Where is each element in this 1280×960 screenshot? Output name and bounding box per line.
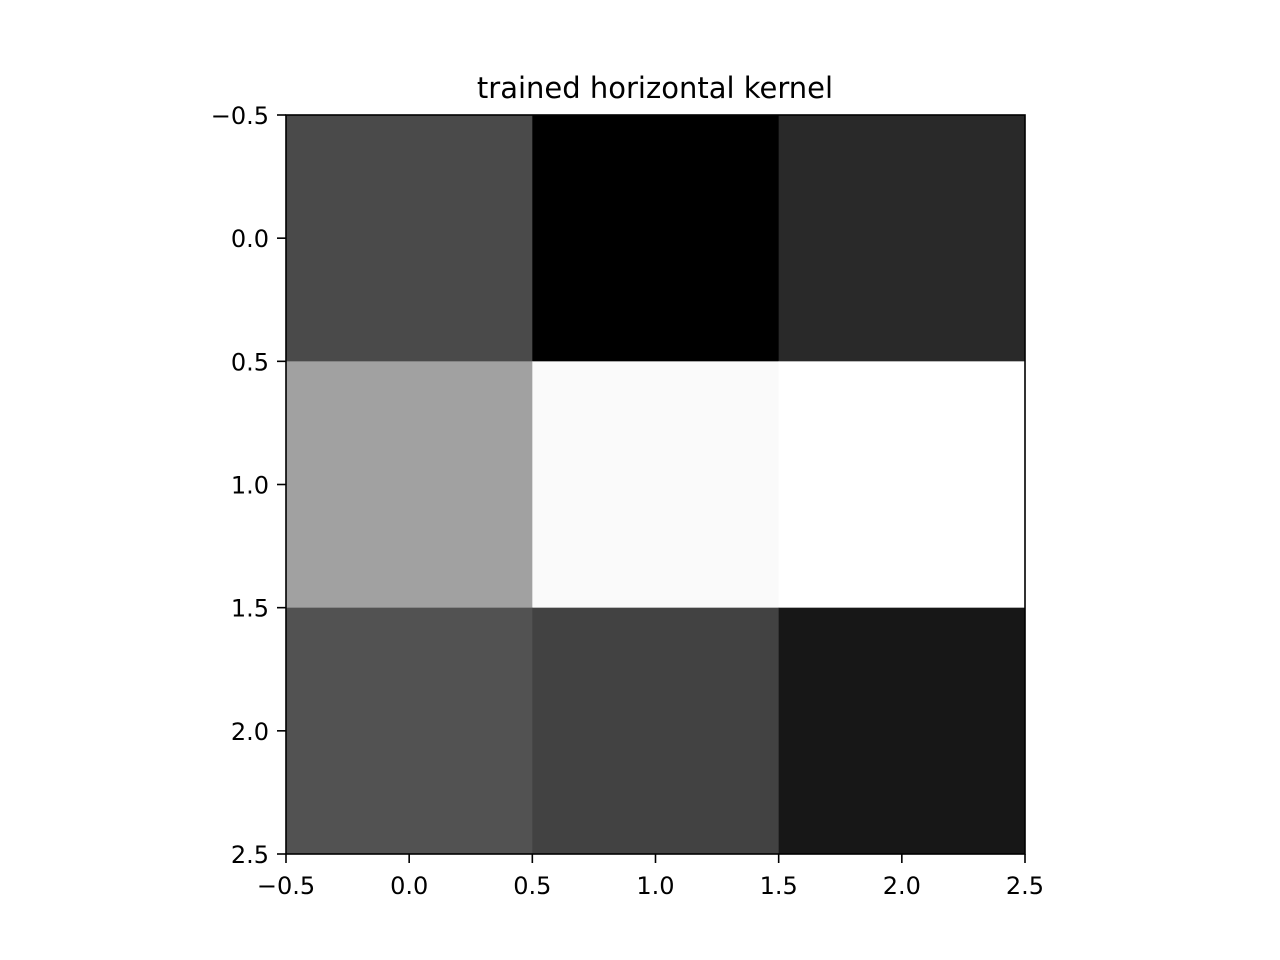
y-tick-label: 2.5 [231,841,269,869]
y-tick-label: 0.5 [231,348,269,376]
y-tick-label: 2.0 [231,718,269,746]
y-tick-label: 0.0 [231,225,269,253]
chart-title: trained horizontal kernel [477,71,833,105]
x-tick-label: 0.5 [513,872,551,900]
x-tick-label: 1.0 [636,872,674,900]
x-tick-label: −0.5 [257,872,315,900]
heatmap-cell-r0-c0 [286,115,533,362]
y-tick-label: −0.5 [211,102,269,130]
heatmap-cell-r2-c0 [286,607,533,855]
heatmap-cell-r2-c1 [532,607,780,855]
heatmap-cell-r0-c1 [532,115,780,362]
heatmap-cell-r1-c0 [286,361,533,609]
x-tick-label: 2.0 [883,872,921,900]
heatmap-cell-r1-c2 [778,361,1026,609]
x-tick-label: 2.5 [1006,872,1044,900]
heatmap-cell-r0-c2 [778,115,1026,362]
y-tick-label: 1.0 [231,472,269,500]
y-tick-label: 1.5 [231,595,269,623]
x-tick-label: 0.0 [390,872,428,900]
heatmap-cell-r2-c2 [778,607,1026,855]
heatmap-cells [286,115,1026,855]
heatmap-cell-r1-c1 [532,361,780,609]
x-tick-label: 1.5 [760,872,798,900]
y-axis: −0.5 0.0 0.5 1.0 1.5 2.0 2.5 [211,102,286,869]
x-axis: −0.5 0.0 0.5 1.0 1.5 2.0 2.5 [257,854,1044,900]
